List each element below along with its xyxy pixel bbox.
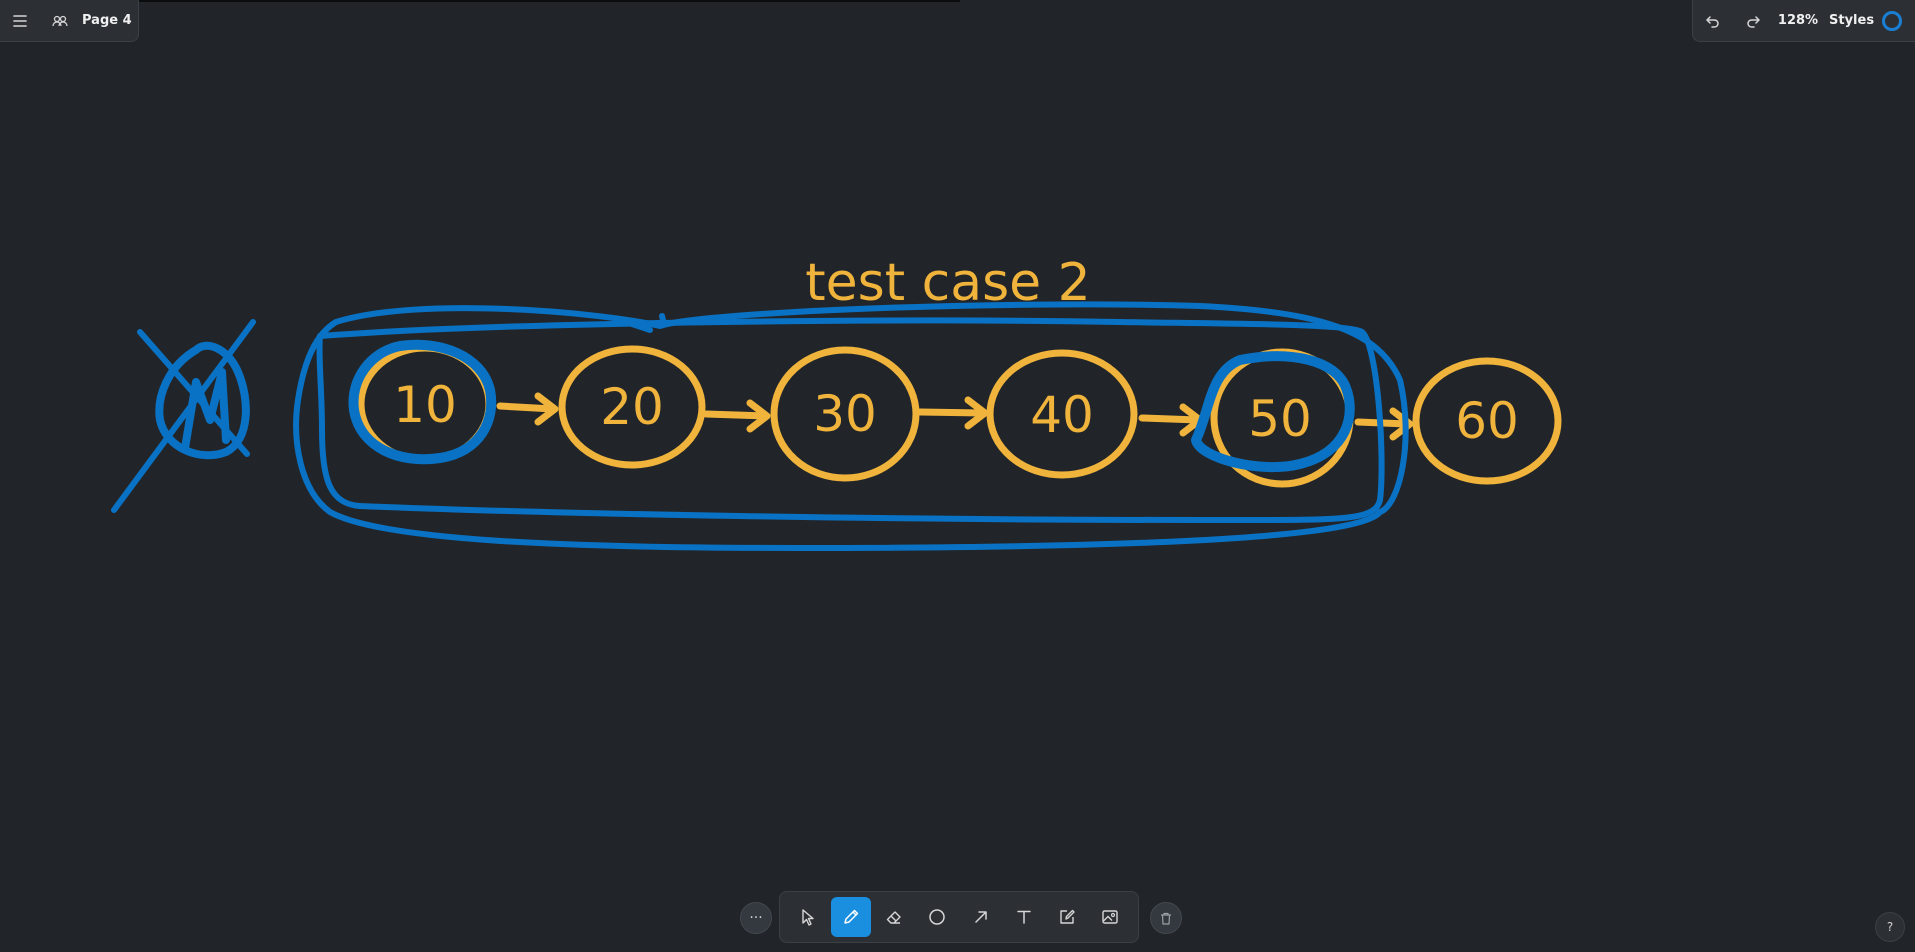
redo-button[interactable] — [1733, 1, 1773, 41]
null-cross-stroke-2[interactable] — [111, 319, 256, 513]
circle-icon — [929, 909, 946, 925]
ellipsis-icon: ··· — [749, 910, 763, 926]
undo-button[interactable] — [1693, 1, 1733, 41]
arrow-tool[interactable] — [961, 897, 1001, 937]
node-label-60[interactable]: 60 — [1455, 392, 1519, 450]
help-icon: ? — [1886, 920, 1894, 934]
node-label-30[interactable]: 30 — [813, 385, 877, 443]
redo-icon — [1747, 15, 1760, 28]
pencil-icon — [844, 909, 859, 924]
draw-tool[interactable] — [830, 897, 871, 937]
delete-button[interactable] — [1150, 902, 1182, 934]
node-label-10[interactable]: 10 — [393, 376, 457, 434]
note-tool[interactable] — [1047, 897, 1087, 937]
circle-mark-50[interactable] — [1191, 351, 1355, 472]
top-border — [0, 0, 960, 2]
help-button[interactable]: ? — [1875, 912, 1905, 942]
arrow-50-60[interactable] — [1354, 407, 1414, 441]
loop-tick[interactable] — [617, 313, 667, 333]
menu-button[interactable] — [0, 1, 40, 41]
page-selector[interactable]: Page 4 — [82, 13, 132, 28]
node-30-ellipse[interactable] — [770, 346, 920, 482]
node-60-ellipse[interactable] — [1412, 357, 1562, 485]
arrow-30-40[interactable] — [916, 396, 989, 430]
select-tool[interactable] — [788, 897, 828, 937]
node-label-40[interactable]: 40 — [1030, 386, 1094, 444]
node-20-ellipse[interactable] — [558, 345, 706, 469]
top-left-panel: Page 4 — [0, 0, 139, 42]
arrow-40-50[interactable] — [1138, 403, 1204, 437]
top-right-panel: 128% Styles — [1692, 0, 1915, 42]
circle-mark-10[interactable] — [348, 339, 497, 465]
image-tool[interactable] — [1090, 897, 1130, 937]
selection-loop-inner[interactable] — [316, 317, 1385, 524]
current-color-swatch[interactable] — [1882, 10, 1903, 31]
hamburger-icon — [13, 14, 27, 27]
arrow-10-20[interactable] — [496, 392, 559, 426]
null-cross-stroke-1[interactable] — [137, 329, 250, 457]
note-icon — [1060, 909, 1075, 924]
ellipse-tool[interactable] — [917, 897, 957, 937]
arrow-icon — [974, 911, 987, 923]
undo-icon — [1706, 15, 1719, 28]
selection-loop-outer[interactable] — [293, 301, 1409, 551]
arrow-20-30[interactable] — [702, 399, 771, 433]
eraser-tool[interactable] — [874, 897, 914, 937]
trash-icon — [1161, 912, 1171, 925]
cursor-icon — [801, 909, 814, 926]
text-tool[interactable] — [1004, 897, 1044, 937]
node-label-50[interactable]: 50 — [1248, 390, 1312, 448]
collaborators-button[interactable] — [40, 1, 80, 41]
styles-button[interactable]: Styles — [1829, 13, 1875, 28]
more-tools-button[interactable]: ··· — [740, 902, 772, 934]
people-icon — [52, 15, 68, 26]
zoom-level[interactable]: 128% — [1777, 13, 1819, 28]
eraser-icon — [886, 911, 901, 924]
image-icon — [1102, 910, 1119, 924]
node-40-ellipse[interactable] — [986, 349, 1138, 479]
node-label-20[interactable]: 20 — [600, 378, 664, 436]
main-toolbar — [779, 891, 1139, 943]
text-icon — [1017, 910, 1031, 924]
